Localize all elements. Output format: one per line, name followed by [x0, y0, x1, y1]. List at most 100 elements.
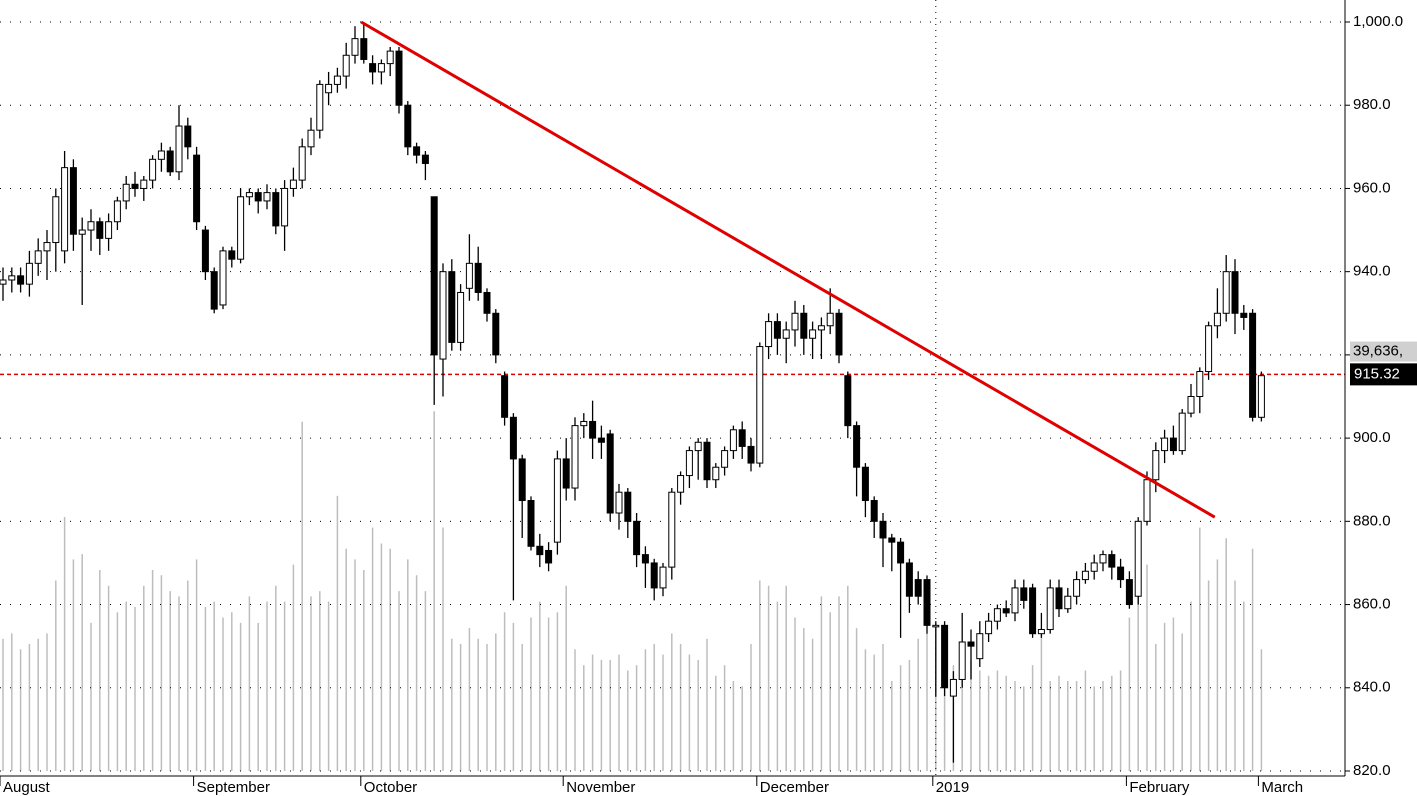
candle-body: [756, 346, 764, 464]
candle-body: [219, 250, 227, 306]
candle-body: [518, 458, 526, 502]
candle-body: [1055, 587, 1063, 610]
candle-body: [1231, 271, 1239, 314]
candle-body: [738, 429, 746, 447]
candle-body: [131, 183, 139, 189]
candle-body: [1240, 312, 1248, 318]
candle-body: [289, 179, 297, 189]
candle-body: [1187, 396, 1195, 414]
candle-body: [263, 192, 271, 202]
y-tick-label: 980.0: [1353, 96, 1391, 113]
candle-body: [721, 450, 729, 468]
candle-body: [1134, 520, 1142, 597]
candle-body: [597, 437, 605, 443]
candle-body: [1037, 629, 1045, 635]
candle-body: [166, 150, 174, 173]
candle-body: [791, 312, 799, 331]
candle-body: [993, 608, 1001, 622]
candle-body: [941, 624, 949, 689]
candle-body: [747, 445, 755, 464]
candle-body: [580, 420, 588, 427]
candle-body: [545, 549, 553, 564]
candle-body: [914, 579, 922, 597]
candle-body: [765, 321, 773, 348]
candle-body: [624, 491, 632, 522]
candle-body: [245, 192, 253, 198]
candle-body: [967, 641, 975, 647]
x-tick-label: October: [364, 779, 417, 796]
y-tick-label: 960.0: [1353, 179, 1391, 196]
candle-body: [650, 562, 658, 589]
candle-body: [571, 425, 579, 489]
candle-body: [175, 125, 183, 173]
candle-body: [729, 429, 737, 452]
candle-body: [351, 38, 359, 56]
candle-body: [201, 229, 209, 273]
candle-body: [782, 329, 790, 339]
x-tick-label: September: [197, 779, 270, 796]
candle-body: [386, 50, 394, 65]
candle-body: [703, 441, 711, 481]
candle-body: [1020, 587, 1028, 601]
candle-body: [465, 262, 473, 289]
candle-body: [527, 500, 535, 547]
candle-body: [96, 221, 104, 239]
candle-body: [483, 291, 491, 314]
candle-body: [228, 250, 236, 260]
candle-body: [809, 329, 817, 339]
candle-body: [395, 50, 403, 106]
candle-body: [1090, 562, 1098, 572]
candle-body: [298, 146, 306, 181]
candle-body: [1073, 579, 1081, 597]
candle-body: [457, 291, 465, 343]
candle-body: [835, 312, 843, 356]
candle-body: [800, 312, 808, 339]
candle-body: [1222, 271, 1230, 314]
candle-body: [633, 520, 641, 556]
candle-body: [1002, 608, 1010, 614]
candle-body: [1046, 587, 1054, 631]
candle-body: [254, 192, 262, 202]
candle-body: [712, 466, 720, 481]
candle-body: [369, 63, 377, 73]
candle-body: [113, 200, 121, 223]
candle-body: [157, 150, 165, 160]
candle-body: [615, 491, 623, 514]
candle-body: [668, 491, 676, 568]
candle-body: [870, 500, 878, 522]
candle-body: [149, 158, 157, 181]
candle-body: [932, 624, 940, 628]
candle-body: [122, 183, 130, 202]
candle-body: [1205, 325, 1213, 373]
candle-body: [52, 196, 60, 244]
candle-body: [430, 196, 438, 356]
candle-body: [905, 562, 913, 597]
candle-body: [1213, 312, 1221, 327]
candle-body: [281, 187, 289, 227]
candle-body: [1081, 570, 1089, 581]
y-tick-label: 880.0: [1353, 512, 1391, 529]
candle-body: [888, 537, 896, 543]
candle-body: [1099, 554, 1107, 564]
candle-body: [606, 433, 614, 514]
candle-body: [210, 271, 218, 310]
candle-body: [0, 279, 7, 285]
candle-body: [377, 63, 385, 73]
candle-body: [985, 620, 993, 635]
candle-body: [34, 250, 42, 264]
y-tick-label: 1,000.0: [1353, 13, 1403, 30]
candle-body: [694, 441, 702, 452]
candle-body: [1125, 579, 1133, 606]
candle-body: [1011, 587, 1019, 614]
candle-body: [193, 154, 201, 223]
candle-body: [501, 375, 509, 418]
candle-body: [1196, 371, 1204, 397]
candle-body: [474, 262, 482, 293]
candle-body: [1064, 595, 1072, 610]
candle-body: [69, 167, 77, 235]
candle-body: [1152, 450, 1160, 481]
volume-marker-label: 39,636,: [1353, 343, 1403, 360]
candle-body: [43, 242, 51, 252]
candle-body: [439, 271, 447, 360]
price-marker-box: [1350, 363, 1417, 386]
